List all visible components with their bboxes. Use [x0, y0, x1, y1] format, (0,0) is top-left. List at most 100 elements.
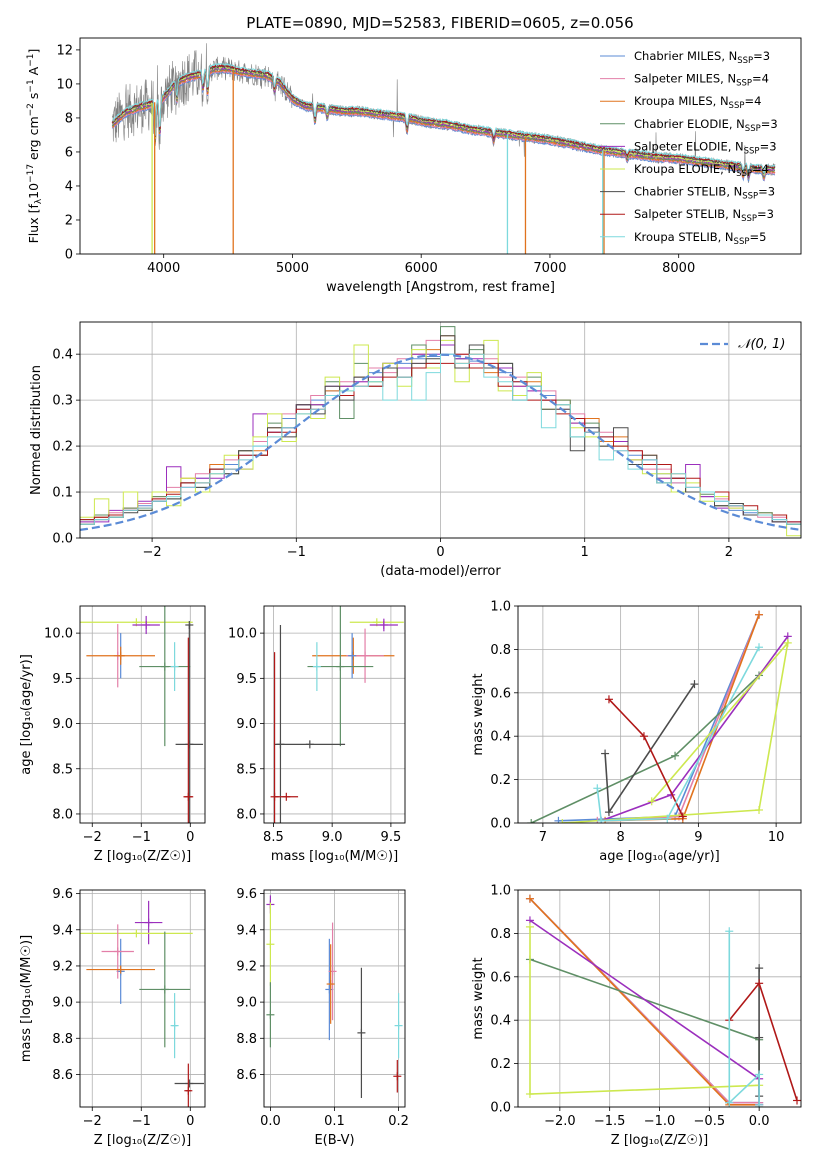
- age_vs_z-panel: −2 −1 0 8.0 8.5 9.0 9.5 10.0 Z [log₁₀(Z/Z☉)] age …: [19, 605, 206, 864]
- x-tick-label: −2.0: [544, 1114, 576, 1129]
- y-label-part: −2: [26, 103, 36, 116]
- normal-curve: [80, 353, 801, 531]
- legend-label: Kroupa ELODIE, NSSP=4: [634, 162, 769, 179]
- residuals-plot-area: [80, 326, 801, 538]
- y-tick-label: 0.2: [490, 773, 511, 788]
- x-tick-label: 6000: [405, 261, 438, 276]
- y-tick-label: 0.0: [52, 532, 73, 547]
- y-tick-label: 9.2: [52, 959, 73, 974]
- legend-subscript: SSP: [737, 56, 753, 66]
- weight_vs_age-panel: 7 8 9 10 0.0 0.2 0.4 0.6 0.8 1.0 age [log₁₀(age/yr…: [471, 600, 802, 864]
- legend-value: =3: [760, 139, 777, 153]
- legend-label: Chabrier ELODIE, NSSP=3: [634, 117, 778, 134]
- x-tick-label: −1: [132, 830, 151, 845]
- x-tick-label: 1: [581, 545, 589, 560]
- legend-subscript: SSP: [736, 79, 752, 89]
- legend-subscript: SSP: [744, 146, 760, 156]
- x-axis-label: Z [log₁₀(Z/Z☉)]: [94, 849, 191, 864]
- legend-value: =4: [752, 162, 769, 176]
- legend-label: Salpeter STELIB, NSSP=3: [634, 207, 774, 224]
- age_vs_mass-panel: 8.5 9.0 9.5 8.0 8.5 9.0 9.5 10.0 mass [log₁₀(M/M…: [228, 605, 406, 864]
- y-tick-label: 9.0: [236, 996, 257, 1011]
- y-tick-label: 0.4: [490, 1014, 511, 1029]
- x-tick-label: 9.5: [381, 830, 402, 845]
- y-label-part: s: [26, 93, 41, 104]
- weight-line: [596, 646, 760, 822]
- y-label-part: −1: [26, 79, 36, 92]
- x-tick-label: 10: [768, 830, 785, 845]
- weight-line: [529, 926, 760, 1095]
- weight-line: [562, 640, 790, 823]
- axes-frame: [263, 889, 406, 1108]
- y-tick-label: 9.5: [52, 672, 73, 687]
- y-tick-label: 8.6: [52, 1068, 73, 1083]
- legend-label: Salpeter ELODIE, NSSP=3: [634, 139, 777, 156]
- legend-text: Salpeter MILES, N: [634, 72, 736, 86]
- y-axis-label: Normed distribution: [29, 365, 44, 495]
- y-tick-label: 9.5: [236, 672, 257, 687]
- x-tick-label: 0: [436, 545, 444, 560]
- y-label-part: −17: [26, 164, 36, 183]
- axes-frame: [79, 37, 802, 255]
- x-tick-label: −1: [132, 1114, 151, 1129]
- axes-frame: [517, 889, 802, 1108]
- x-tick-label: 8000: [662, 261, 695, 276]
- weight-line: [529, 898, 760, 1106]
- y-axis-label: mass weight: [471, 957, 486, 1039]
- x-tick-label: −1: [287, 545, 306, 560]
- legend-text: Kroupa MILES, N: [634, 94, 729, 108]
- x-tick-label: 7: [539, 830, 547, 845]
- y-axis-label: mass [log₁₀(M/M☉)]: [19, 935, 34, 1062]
- legend-subscript: SSP: [734, 237, 750, 247]
- age_vs_mass-plot-area: [270, 606, 404, 823]
- x-axis-label: Z [log₁₀(Z/Z☉)]: [611, 1133, 708, 1148]
- mass_vs_ebv-panel: 0.0 0.1 0.2 8.6 8.8 9.0 9.2 9.4 9.6 E(B-V): [236, 887, 409, 1148]
- legend-label: Salpeter MILES, NSSP=4: [634, 72, 769, 89]
- weight-line: [529, 898, 760, 1104]
- x-tick-label: 9.0: [322, 830, 343, 845]
- x-tick-label: 9: [694, 830, 702, 845]
- model-spectrum: [111, 62, 776, 176]
- legend-text: Kroupa STELIB, N: [634, 230, 734, 244]
- weight-line: [728, 981, 798, 1101]
- x-axis-label: mass [log₁₀(M/M☉)]: [271, 849, 398, 864]
- y-tick-label: 9.0: [236, 717, 257, 732]
- model-spectrum: [111, 67, 775, 179]
- legend-subscript: SSP: [741, 214, 757, 224]
- x-tick-label: 0: [186, 830, 194, 845]
- legend-text: Chabrier MILES, N: [634, 49, 737, 63]
- y-tick-label: 0.3: [52, 394, 73, 409]
- axes-frame: [79, 889, 206, 1108]
- weight_vs_z-panel: −2.0 −1.5 −1.0 −0.5 0.0 0.0 0.2 0.4 0.6 0.8 1.0 Z […: [471, 884, 802, 1148]
- legend-text: Salpeter STELIB, N: [634, 207, 741, 221]
- y-label-part: −1: [26, 54, 36, 67]
- legend-value: =4: [752, 72, 769, 86]
- legend-subscript: SSP: [729, 101, 745, 111]
- y-tick-label: 0.1: [52, 486, 73, 501]
- axes-frame: [79, 605, 206, 824]
- mass_vs_z-plot-area: [80, 900, 205, 1107]
- legend-value: =3: [761, 117, 778, 131]
- y-label-part: erg cm: [26, 116, 41, 164]
- legend-value: =3: [757, 207, 774, 221]
- x-tick-label: 5000: [276, 261, 309, 276]
- y-tick-label: 9.0: [52, 717, 73, 732]
- legend-value: =3: [753, 49, 770, 63]
- y-tick-label: 10.0: [228, 627, 257, 642]
- y-tick-label: 2: [65, 213, 73, 228]
- model-spectrum: [111, 63, 776, 175]
- x-tick-label: 2: [725, 545, 733, 560]
- legend-subscript: SSP: [742, 192, 758, 202]
- x-tick-label: −0.5: [694, 1114, 726, 1129]
- spectrum-plot-area: [111, 43, 776, 254]
- x-tick-label: 0: [186, 1114, 194, 1129]
- x-tick-label: 0.2: [388, 1114, 409, 1129]
- legend-text: Chabrier ELODIE, N: [634, 117, 745, 131]
- x-axis-label: wavelength [Angstrom, rest frame]: [326, 280, 555, 295]
- y-axis-label: Flux [fλ10−17 erg cm−2 s−1 A−1]: [26, 49, 44, 244]
- y-tick-label: 9.6: [236, 887, 257, 902]
- legend-value: =5: [749, 230, 766, 244]
- y-tick-label: 8: [65, 111, 73, 126]
- x-tick-label: 0.0: [260, 1114, 281, 1129]
- legend-text: Chabrier STELIB, N: [634, 185, 742, 199]
